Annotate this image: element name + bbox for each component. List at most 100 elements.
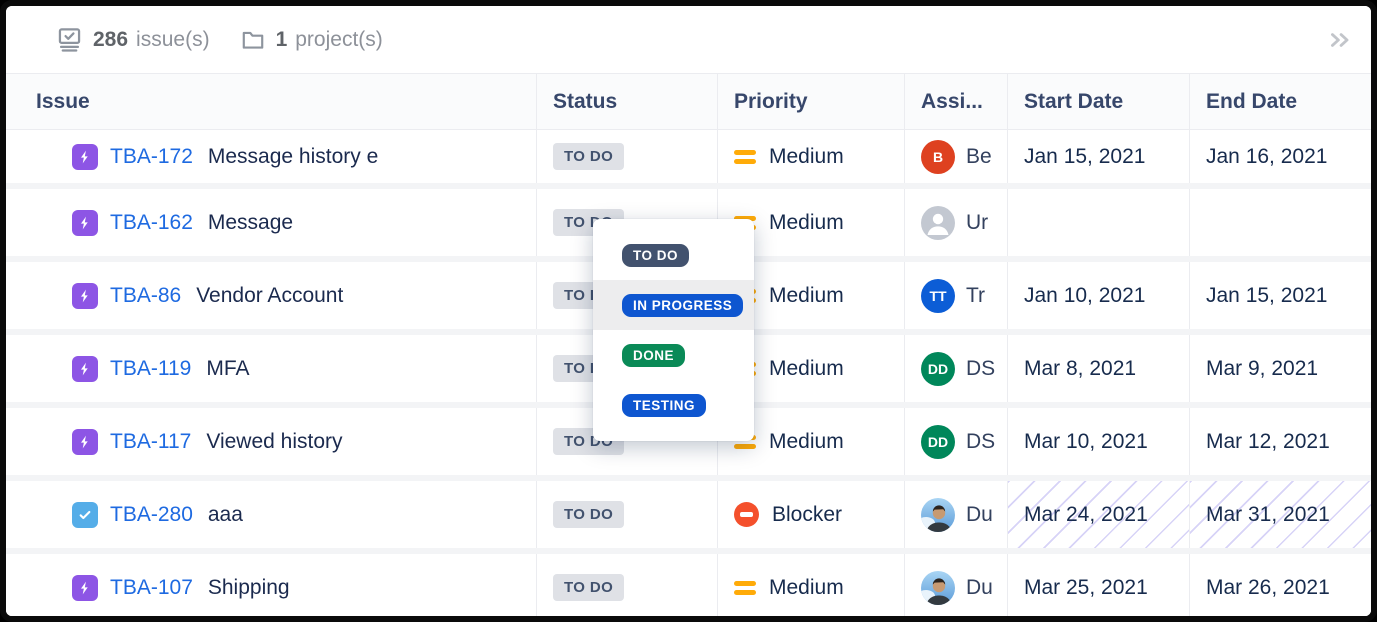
story-icon <box>72 209 98 236</box>
priority-label: Medium <box>769 210 844 234</box>
status-option-todo[interactable]: TO DO <box>593 230 754 280</box>
status-option-testing[interactable]: TESTING <box>593 380 754 430</box>
issue-summary: MFA <box>206 356 250 380</box>
priority-label: Medium <box>769 356 844 380</box>
issue-key-link[interactable]: TBA-86 <box>110 283 182 307</box>
end-date-cell[interactable]: Jan 15, 2021 <box>1189 262 1371 329</box>
priority-label: Medium <box>769 429 844 453</box>
issue-key-link[interactable]: TBA-280 <box>110 502 193 526</box>
avatar: DD <box>921 351 955 386</box>
start-date-cell[interactable]: Mar 24, 2021 <box>1007 481 1189 548</box>
issue-key-link[interactable]: TBA-117 <box>110 429 192 453</box>
priority-cell[interactable]: Medium <box>717 130 904 183</box>
issue-key-link[interactable]: TBA-162 <box>110 210 193 234</box>
table-row[interactable]: TBA-280 aaa TO DO Blocker Du Mar 24, 202… <box>6 481 1371 548</box>
story-icon <box>72 143 98 170</box>
column-header-assignee[interactable]: Assi... <box>904 74 1007 129</box>
summary-toolbar: 286 issue(s) 1 project(s) <box>6 6 1371 74</box>
status-option-testing-badge[interactable]: TESTING <box>622 393 707 417</box>
assignee-label: Du <box>966 575 993 599</box>
column-header-start-date[interactable]: Start Date <box>1007 74 1189 129</box>
expand-panel-icon[interactable] <box>1327 27 1353 53</box>
start-date-cell[interactable] <box>1007 189 1189 256</box>
project-count-label: project(s) <box>295 27 383 51</box>
story-icon <box>72 574 98 601</box>
table-row[interactable]: TBA-107 Shipping TO DO Medium Du Mar 25,… <box>6 554 1371 616</box>
column-header-status[interactable]: Status <box>536 74 717 129</box>
assignee-cell[interactable]: Du <box>904 481 1007 548</box>
status-badge[interactable]: TO DO <box>553 501 625 528</box>
end-date-cell[interactable] <box>1189 189 1371 256</box>
story-icon <box>72 428 98 455</box>
start-date-cell[interactable]: Mar 25, 2021 <box>1007 554 1189 616</box>
priority-label: Medium <box>769 283 844 307</box>
status-cell[interactable]: TO DO <box>536 554 717 616</box>
end-date-cell[interactable]: Mar 26, 2021 <box>1189 554 1371 616</box>
status-option-in-progress-badge[interactable]: IN PROGRESS <box>622 293 744 317</box>
issues-stack-icon <box>56 26 83 53</box>
assignee-cell[interactable]: Ur <box>904 189 1007 256</box>
end-date-cell[interactable]: Mar 12, 2021 <box>1189 408 1371 475</box>
column-header-priority[interactable]: Priority <box>717 74 904 129</box>
assignee-cell[interactable]: B Be <box>904 130 1007 183</box>
assignee-cell[interactable]: Du <box>904 554 1007 616</box>
table-body: TBA-172 Message history e TO DO Medium B… <box>6 130 1371 616</box>
issue-key-link[interactable]: TBA-107 <box>110 575 193 599</box>
status-cell[interactable]: TO DO <box>536 130 717 183</box>
table-header-row: Issue Status Priority Assi... Start Date… <box>6 74 1371 130</box>
priority-medium-icon <box>734 149 756 164</box>
priority-label: Medium <box>769 575 844 599</box>
priority-label: Medium <box>769 144 844 168</box>
priority-blocker-icon <box>734 502 759 527</box>
story-icon <box>72 355 98 382</box>
user-photo-avatar <box>921 497 955 532</box>
avatar: B <box>921 139 955 174</box>
assignee-label: Be <box>966 144 992 168</box>
start-date-cell[interactable]: Mar 8, 2021 <box>1007 335 1189 402</box>
avatar: TT <box>921 278 955 313</box>
status-dropdown-menu: TO DO IN PROGRESS DONE TESTING <box>593 219 754 441</box>
priority-label: Blocker <box>772 502 843 526</box>
assignee-cell[interactable]: DD DS <box>904 335 1007 402</box>
issue-key-link[interactable]: TBA-172 <box>110 144 193 168</box>
assignee-label: DS <box>966 356 996 380</box>
assignee-cell[interactable]: TT Tr <box>904 262 1007 329</box>
issue-summary: Message history e <box>207 144 379 168</box>
issue-summary: Message <box>207 210 294 234</box>
assignee-label: DS <box>966 429 996 453</box>
unassigned-avatar-icon <box>921 205 955 240</box>
assignee-label: Tr <box>966 283 986 307</box>
priority-cell[interactable]: Blocker <box>717 481 904 548</box>
status-option-done-badge[interactable]: DONE <box>622 343 686 367</box>
table-row[interactable]: TBA-172 Message history e TO DO Medium B… <box>6 130 1371 183</box>
status-badge[interactable]: TO DO <box>553 143 625 170</box>
story-icon <box>72 282 98 309</box>
start-date-cell[interactable]: Mar 10, 2021 <box>1007 408 1189 475</box>
issue-count: 286 <box>93 27 129 51</box>
column-header-issue[interactable]: Issue <box>36 89 90 113</box>
start-date-cell[interactable]: Jan 10, 2021 <box>1007 262 1189 329</box>
assignee-cell[interactable]: DD DS <box>904 408 1007 475</box>
end-date-cell[interactable]: Mar 31, 2021 <box>1189 481 1371 548</box>
user-photo-avatar <box>921 570 955 605</box>
status-option-todo-badge[interactable]: TO DO <box>622 243 690 267</box>
issue-key-link[interactable]: TBA-119 <box>110 356 192 380</box>
project-count: 1 <box>275 27 288 51</box>
start-date-cell[interactable]: Jan 15, 2021 <box>1007 130 1189 183</box>
status-badge[interactable]: TO DO <box>553 574 625 601</box>
end-date-cell[interactable]: Mar 9, 2021 <box>1189 335 1371 402</box>
issue-summary: Vendor Account <box>196 283 344 307</box>
priority-cell[interactable]: Medium <box>717 554 904 616</box>
column-header-end-date[interactable]: End Date <box>1189 74 1371 129</box>
issue-summary: Shipping <box>207 575 290 599</box>
status-option-in-progress[interactable]: IN PROGRESS <box>593 280 754 330</box>
end-date-cell[interactable]: Jan 16, 2021 <box>1189 130 1371 183</box>
issue-summary: aaa <box>207 502 243 526</box>
status-option-done[interactable]: DONE <box>593 330 754 380</box>
issue-count-label: issue(s) <box>136 27 210 51</box>
folder-icon <box>240 27 266 53</box>
issue-summary: Viewed history <box>206 429 343 453</box>
assignee-label: Ur <box>966 210 989 234</box>
status-cell[interactable]: TO DO <box>536 481 717 548</box>
